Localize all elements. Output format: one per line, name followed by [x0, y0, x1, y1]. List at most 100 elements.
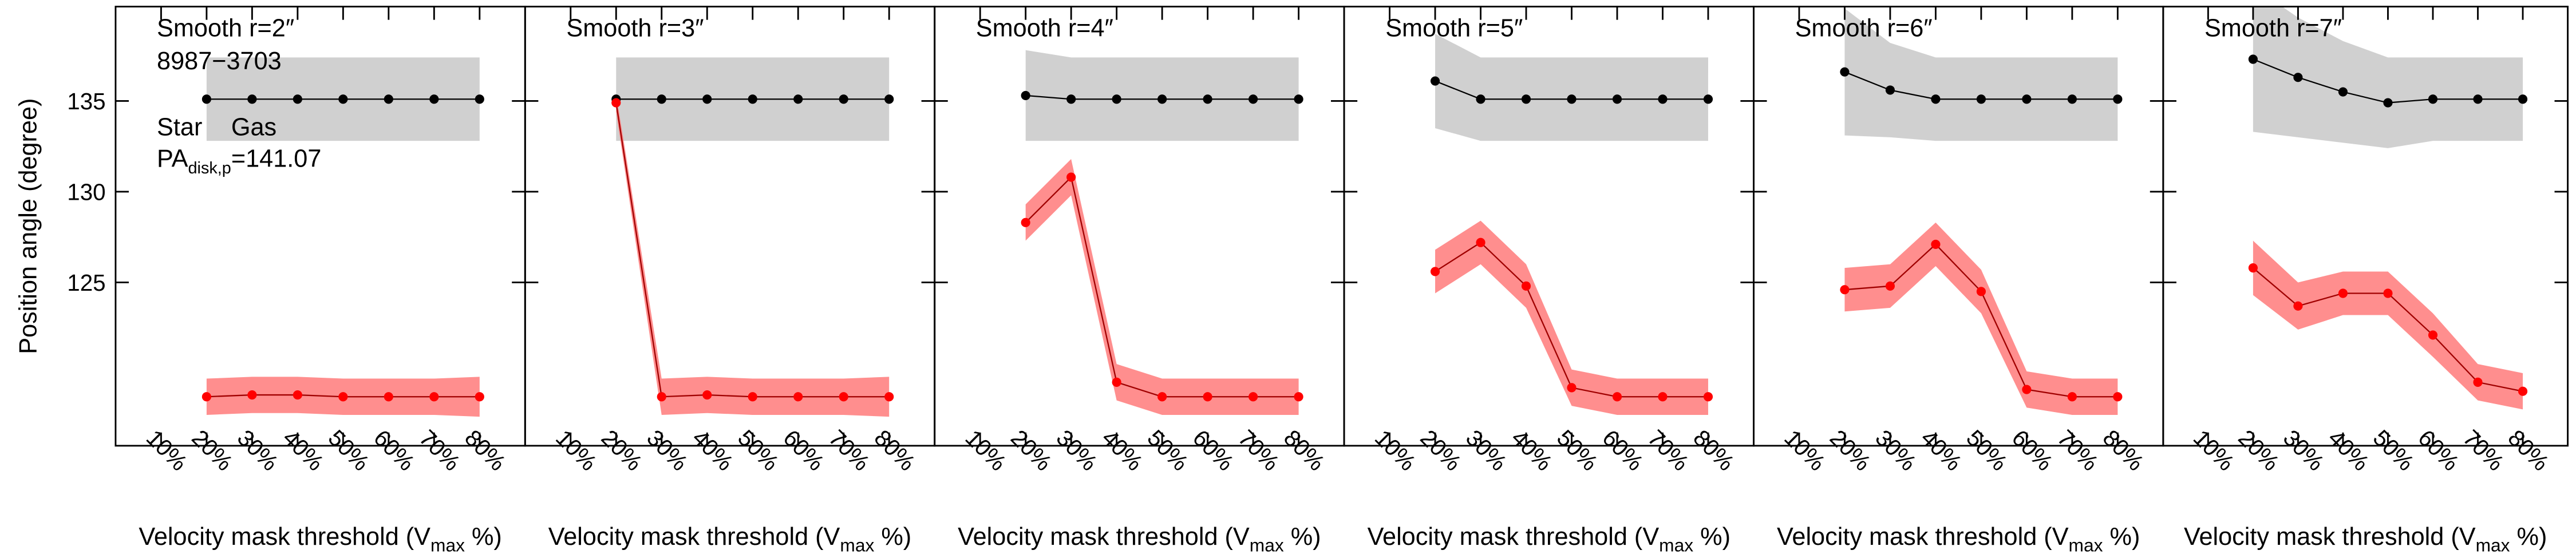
- data-point: [2383, 98, 2393, 108]
- data-point: [2293, 73, 2303, 82]
- panel-title: Smooth r=7″: [2204, 14, 2342, 42]
- panel-title: Smooth r=6″: [1795, 14, 1933, 42]
- data-point: [702, 94, 712, 104]
- data-point: [247, 94, 257, 104]
- data-point: [1567, 94, 1577, 104]
- data-point: [2113, 94, 2123, 104]
- error-band: [1844, 222, 2118, 415]
- pa-value: =141.07: [231, 145, 322, 172]
- data-point: [293, 94, 302, 104]
- panel-title: Smooth r=3″: [566, 14, 704, 42]
- data-point: [1203, 392, 1212, 402]
- data-point: [1203, 94, 1212, 104]
- pa-annotation: PAdisk,p=141.07: [157, 145, 321, 177]
- error-band: [1435, 34, 1708, 141]
- data-point: [2067, 392, 2077, 402]
- data-point: [2473, 94, 2483, 104]
- y-axis-label: Position angle (degree): [14, 98, 42, 354]
- data-point: [2383, 288, 2393, 298]
- pa-sub: disk,p: [188, 159, 231, 177]
- data-point: [1157, 392, 1167, 402]
- data-point: [2518, 94, 2528, 104]
- data-point: [2293, 301, 2303, 311]
- y-tick-label: 130: [67, 179, 105, 205]
- data-point: [2067, 94, 2077, 104]
- x-label-main: Velocity mask threshold (V: [1368, 523, 1660, 551]
- data-point: [1294, 94, 1303, 104]
- x-label-main: Velocity mask threshold (V: [958, 523, 1250, 551]
- data-point: [657, 94, 666, 104]
- error-band: [1025, 159, 1299, 415]
- error-band: [2253, 6, 2523, 148]
- x-label-end: %): [1284, 523, 1321, 551]
- x-label-sub: max: [2069, 535, 2103, 555]
- data-point: [1249, 392, 1258, 402]
- data-point: [1157, 94, 1167, 104]
- x-label-sub: max: [1659, 535, 1693, 555]
- data-point: [1612, 94, 1622, 104]
- plot-area: [1021, 50, 1303, 415]
- data-point: [1112, 377, 1121, 387]
- data-point: [1658, 94, 1668, 104]
- data-point: [793, 94, 803, 104]
- annotation: 8987−3703: [157, 48, 282, 75]
- x-label-sub: max: [840, 535, 874, 555]
- x-label-sub: max: [2476, 535, 2510, 555]
- data-point: [1521, 281, 1531, 291]
- data-point: [1976, 287, 1986, 296]
- data-point: [611, 98, 621, 108]
- data-point: [1521, 94, 1531, 104]
- data-point: [1066, 172, 1076, 182]
- data-point: [202, 392, 211, 402]
- x-axis-label: Velocity mask threshold (Vmax %): [958, 523, 1321, 556]
- data-point: [475, 392, 484, 402]
- data-point: [1476, 238, 1485, 247]
- x-label-end: %): [2510, 523, 2547, 551]
- plot-area: [202, 57, 484, 417]
- y-tick-label: 135: [67, 88, 105, 114]
- data-point: [793, 392, 803, 402]
- data-point: [1476, 94, 1485, 104]
- axes-frame: [2162, 6, 2569, 447]
- data-point: [1249, 94, 1258, 104]
- y-tick-label: 125: [67, 270, 105, 296]
- data-point: [475, 94, 484, 104]
- data-point: [384, 94, 393, 104]
- data-point: [247, 390, 257, 400]
- x-label-sub: max: [1250, 535, 1284, 555]
- data-point: [1294, 392, 1303, 402]
- data-point: [338, 94, 348, 104]
- data-point: [2022, 94, 2032, 104]
- x-axis-label: Velocity mask threshold (Vmax %): [1368, 523, 1730, 556]
- x-axis-label: Velocity mask threshold (Vmax %): [1777, 523, 2140, 556]
- data-point: [1703, 94, 1713, 104]
- data-point: [702, 390, 712, 400]
- data-point: [2248, 54, 2258, 64]
- data-point: [1931, 94, 1941, 104]
- data-point: [2473, 377, 2483, 387]
- plot-area: [1430, 34, 1713, 415]
- data-point: [2428, 94, 2438, 104]
- data-point: [2248, 263, 2258, 273]
- panel: 10%20%30%40%50%60%70%80%Smooth r=5″Veloc…: [1343, 6, 1755, 556]
- data-point: [384, 392, 393, 402]
- data-point: [1430, 76, 1440, 86]
- x-label-end: %): [2103, 523, 2140, 551]
- data-point: [293, 390, 302, 400]
- data-point: [839, 94, 848, 104]
- data-point: [1021, 90, 1030, 100]
- x-label-main: Velocity mask threshold (V: [1777, 523, 2069, 551]
- data-point: [1066, 94, 1076, 104]
- data-point: [1976, 94, 1986, 104]
- x-label-sub: max: [430, 535, 465, 555]
- data-point: [1840, 285, 1850, 295]
- error-band: [1435, 220, 1708, 415]
- data-point: [1703, 392, 1713, 402]
- legend-entry: Star: [157, 114, 202, 141]
- data-point: [1885, 281, 1895, 291]
- data-point: [429, 94, 439, 104]
- legend-entry: Gas: [231, 114, 276, 141]
- data-point: [1931, 239, 1941, 249]
- data-point: [1612, 392, 1622, 402]
- panel-title: Smooth r=2″: [157, 14, 294, 42]
